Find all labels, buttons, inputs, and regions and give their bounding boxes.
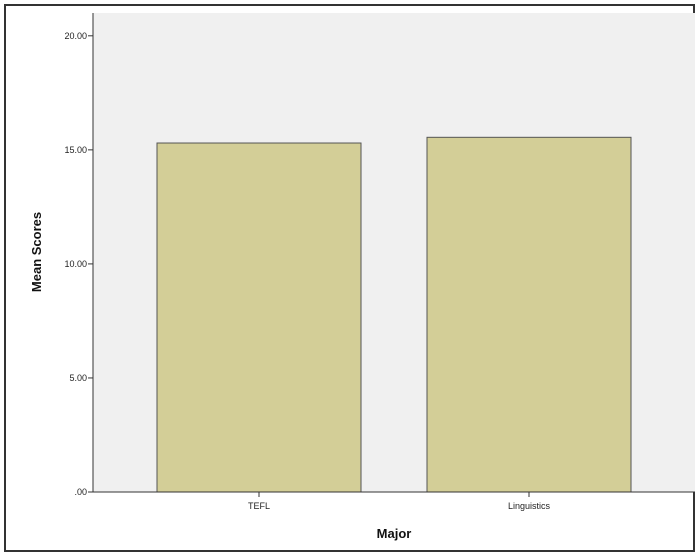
x-tick-label: Linguistics <box>508 501 551 511</box>
bar-linguistics <box>426 136 632 493</box>
y-tick-label: 5.00 <box>69 373 87 383</box>
y-tick-label: .00 <box>74 487 87 497</box>
y-axis-title: Mean Scores <box>29 212 44 292</box>
bar-tefl <box>156 142 362 493</box>
y-tick-label: 10.00 <box>64 259 87 269</box>
x-axis-title: Major <box>377 526 412 541</box>
x-tick-label: TEFL <box>248 501 270 511</box>
y-tick-label: 15.00 <box>64 145 87 155</box>
y-tick-label: 20.00 <box>64 31 87 41</box>
y-axis-ticks: .00 5.00 10.00 15.00 20.00 <box>64 31 93 497</box>
x-axis-ticks: TEFL Linguistics <box>248 492 551 511</box>
bars <box>156 136 632 493</box>
